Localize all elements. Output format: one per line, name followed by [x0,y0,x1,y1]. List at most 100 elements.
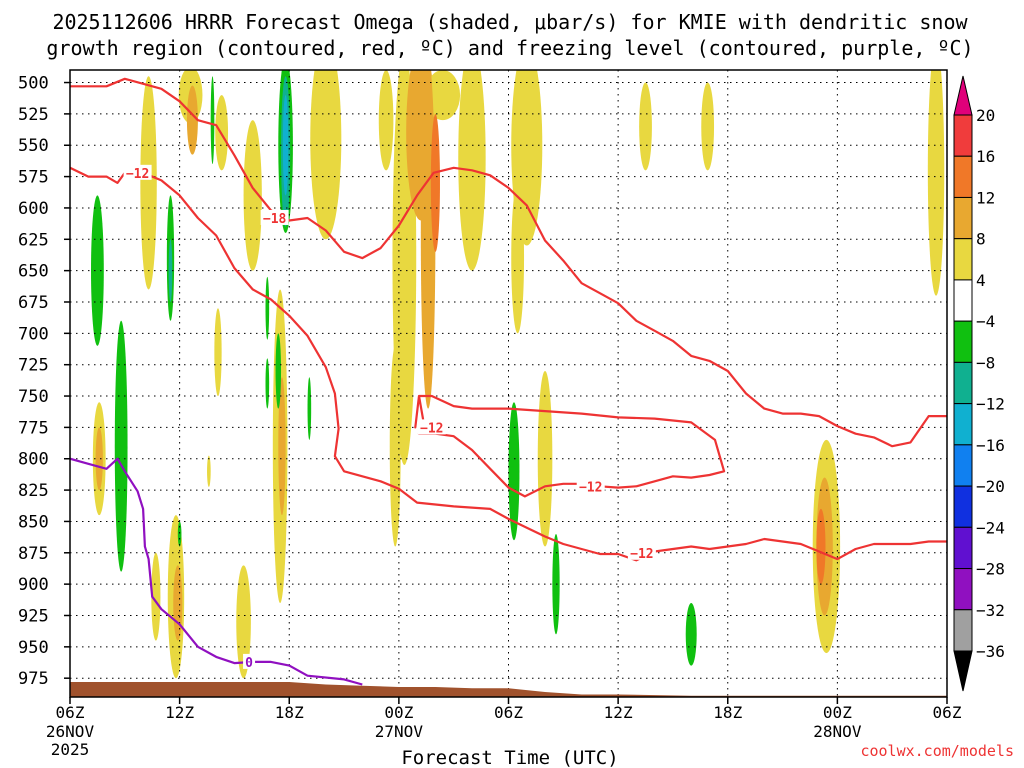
y-tick-label: 550 [18,136,49,156]
omega-cell [236,565,251,679]
x-tick-label: 12Z [604,703,633,722]
dgz-label: −12 [126,167,149,182]
colorbar-band [953,526,973,570]
colorbar-band [953,320,973,363]
colorbar-label: −20 [976,477,1005,496]
x-tick-label: 18Z [275,703,304,722]
y-tick-label: 600 [18,199,49,219]
omega-cell [511,182,525,334]
omega-cell [816,508,826,585]
omega-cell [186,85,198,155]
omega-cell [210,76,215,165]
x-tick-label: 00Z [823,703,852,722]
freezing-level-contour [70,457,363,686]
colorbar-label: −8 [976,353,995,372]
dgz-label-minus18: −18 [263,212,287,227]
omega-cell [282,95,289,196]
freezing-label: 0 [245,656,253,671]
omega-cell [508,402,520,541]
omega-cell [458,70,486,271]
dgz-label: −12 [420,421,443,436]
chart-title-line2: growth region (contoured, red, ºC) and f… [46,36,973,60]
y-tick-label: 925 [18,606,49,626]
omega-cell [701,82,715,171]
omega-cell [91,195,104,346]
omega-cell [173,565,183,641]
omega-cell [207,455,211,487]
dgz-label: −12 [630,547,653,562]
omega-cell [151,552,161,641]
colorbar-band [953,609,973,652]
omega-shading [91,70,945,679]
omega-cell [389,345,401,547]
omega-cell [278,377,286,516]
omega-cell [177,521,182,547]
dgz-label-bg [627,544,656,560]
colorbar-label: 12 [976,188,995,207]
omega-cell [214,308,222,397]
y-tick-label: 900 [18,575,49,595]
colorbar-band [953,403,973,446]
colorbar-label: 20 [976,106,995,125]
colorbar-bottom-triangle [953,650,973,692]
y-tick-label: 675 [18,293,49,313]
y-tick-label: 525 [18,105,49,125]
y-tick-label: 625 [18,230,49,250]
colorbar-label: 8 [976,230,986,249]
dgz-label-minus18-bg [260,209,289,225]
colorbar-top-triangle [953,75,973,116]
dgz-contour-minus12 [70,166,947,562]
y-tick-label: 575 [18,168,49,188]
y-tick-label: 975 [18,669,49,689]
y-tick-label: 850 [18,512,49,532]
y-axis: 500 525 550 575 600 625 650 675 700 725 750 775 800 8… [18,74,70,689]
omega-cell [927,70,945,296]
grid-lines [70,70,947,697]
y-tick-label: 725 [18,356,49,376]
terrain-fill [70,682,947,697]
x-tick-label: 06Z [494,703,523,722]
y-tick-label: 775 [18,418,49,438]
omega-cell [275,333,282,409]
y-tick-label: 875 [18,544,49,564]
credit-text: coolwx.com/models [860,742,1014,760]
terrain [70,682,947,697]
omega-cell [265,358,270,409]
x-tick-label: 06Z [56,703,85,722]
colorbar-band [953,155,973,198]
chart-title-line1: 2025112606 HRRR Forecast Omega (shaded, … [52,10,968,34]
freezing-label-bg [243,653,256,669]
omega-cell [243,120,262,271]
omega-cell [378,70,394,171]
colorbar-band [953,238,973,281]
colorbar-label: −4 [976,312,995,331]
omega-cell [425,70,461,121]
colorbar-band [953,361,973,405]
x-tick-date: 28NOV [813,722,862,741]
colorbar-label: −12 [976,395,1005,414]
y-tick-label: 650 [18,262,49,282]
dgz-label-bg [576,478,605,494]
colorbar-label: −32 [976,601,1005,620]
colorbar-band [953,279,973,322]
y-tick-label: 800 [18,450,49,470]
colorbar-band [953,485,973,528]
colorbar-band [953,444,973,487]
colorbar-band [953,114,973,157]
colorbar-band [953,568,973,611]
omega-cell [265,276,270,340]
colorbar-label: −16 [976,436,1005,455]
y-tick-label: 825 [18,481,49,501]
y-tick-label: 950 [18,638,49,658]
omega-cell [430,113,440,252]
omega-cell [114,320,128,572]
x-axis-title: Forecast Time (UTC) [401,747,618,768]
contours: −12 −12 −12 −12 −18 0 [70,77,947,686]
dgz-label-bg [123,164,152,180]
x-tick-label: 12Z [165,703,194,722]
x-tick-date: 27NOV [375,722,424,741]
y-tick-label: 700 [18,324,49,344]
x-tick-year: 2025 [51,740,90,759]
